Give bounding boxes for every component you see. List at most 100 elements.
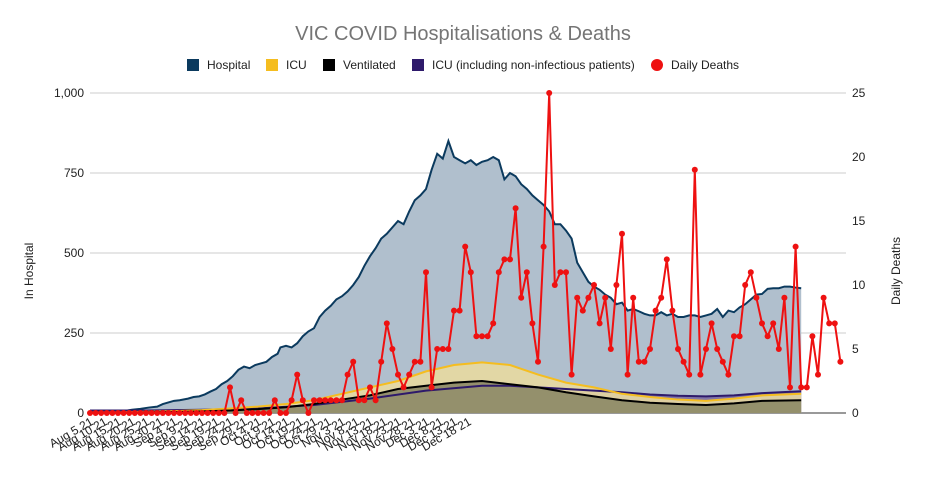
daily-deaths-point xyxy=(456,307,463,314)
daily-deaths-point xyxy=(232,410,239,416)
y-right-tick-4: 20 xyxy=(852,150,866,164)
daily-deaths-point xyxy=(473,333,480,340)
daily-deaths-point xyxy=(787,384,793,391)
daily-deaths-point xyxy=(434,346,441,352)
daily-deaths-point xyxy=(406,371,413,378)
legend-marker-2 xyxy=(323,59,335,71)
daily-deaths-point xyxy=(171,410,177,416)
daily-deaths-point xyxy=(350,358,357,365)
daily-deaths-point xyxy=(596,320,603,327)
daily-deaths-point xyxy=(221,410,228,416)
daily-deaths-point xyxy=(344,371,351,378)
daily-deaths-point xyxy=(703,346,709,352)
daily-deaths-point xyxy=(367,384,373,391)
daily-deaths-point xyxy=(327,397,334,404)
daily-deaths-point xyxy=(187,410,194,416)
daily-deaths-point xyxy=(389,346,396,352)
daily-deaths-point xyxy=(423,269,429,276)
daily-deaths-point xyxy=(154,410,161,416)
daily-deaths-point xyxy=(837,358,844,365)
y-right-tick-1: 5 xyxy=(852,342,859,356)
daily-deaths-point xyxy=(378,358,385,365)
daily-deaths-point xyxy=(383,320,390,327)
daily-deaths-point xyxy=(831,320,838,327)
daily-deaths-point xyxy=(87,410,93,416)
daily-deaths-point xyxy=(591,282,597,288)
legend-marker-3 xyxy=(412,59,424,71)
y-right-tick-0: 0 xyxy=(852,406,859,420)
daily-deaths-point xyxy=(299,397,306,404)
daily-deaths-point xyxy=(361,397,368,404)
daily-deaths-point xyxy=(355,397,362,404)
legend-label-1: ICU xyxy=(286,58,307,72)
ventilated-area xyxy=(90,381,802,413)
y-right-tick-2: 10 xyxy=(852,278,866,292)
daily-deaths-point xyxy=(490,320,497,327)
daily-deaths-point xyxy=(109,410,116,416)
daily-deaths-point xyxy=(647,346,653,352)
daily-deaths-point xyxy=(316,397,323,404)
daily-deaths-point xyxy=(725,371,732,378)
deaths-series xyxy=(87,90,844,417)
daily-deaths-point xyxy=(176,410,183,416)
daily-deaths-point xyxy=(271,397,278,404)
daily-deaths-point xyxy=(652,307,659,314)
daily-deaths-point xyxy=(193,410,200,416)
daily-deaths-point xyxy=(495,269,502,276)
daily-deaths-point xyxy=(680,358,687,365)
daily-deaths-point xyxy=(792,243,799,250)
daily-deaths-point xyxy=(126,410,133,416)
legend-marker-1 xyxy=(266,59,278,71)
daily-deaths-point xyxy=(243,410,250,416)
daily-deaths-point xyxy=(260,410,267,416)
y-left-tick-2: 500 xyxy=(64,246,84,260)
daily-deaths-point xyxy=(288,397,295,404)
daily-deaths-point xyxy=(467,269,474,276)
daily-deaths-point xyxy=(137,410,144,416)
daily-deaths-point xyxy=(518,294,525,301)
daily-deaths-point xyxy=(602,294,609,301)
daily-deaths-point xyxy=(277,410,284,416)
daily-deaths-point xyxy=(479,333,485,340)
daily-deaths-point xyxy=(411,358,418,365)
daily-deaths-point xyxy=(215,410,222,416)
daily-deaths-point xyxy=(826,320,833,327)
y-left-tick-3: 750 xyxy=(64,166,84,180)
daily-deaths-point xyxy=(630,294,637,301)
daily-deaths-point xyxy=(574,294,581,301)
daily-deaths-point xyxy=(551,282,558,288)
daily-deaths-point xyxy=(523,269,530,276)
y-left-tick-4: 1,000 xyxy=(54,86,84,100)
daily-deaths-point xyxy=(445,346,452,352)
daily-deaths-point xyxy=(238,397,245,404)
daily-deaths-point xyxy=(719,358,726,365)
daily-deaths-point xyxy=(182,410,189,416)
daily-deaths-point xyxy=(820,294,827,301)
daily-deaths-point xyxy=(770,320,777,327)
daily-deaths-point xyxy=(372,397,379,404)
daily-deaths-point xyxy=(557,269,564,276)
daily-deaths-point xyxy=(714,346,721,352)
daily-deaths-point xyxy=(227,384,233,391)
daily-deaths-point xyxy=(143,410,149,416)
daily-deaths-point xyxy=(546,90,553,96)
daily-deaths-point xyxy=(535,358,541,365)
daily-deaths-point xyxy=(815,371,821,378)
y-axis-left-title: In Hospital xyxy=(22,243,36,300)
daily-deaths-point xyxy=(708,320,715,327)
legend-label-0: Hospital xyxy=(207,58,250,72)
daily-deaths-point xyxy=(686,371,693,378)
daily-deaths-point xyxy=(400,384,407,391)
daily-deaths-point xyxy=(484,333,491,340)
legend-label-3: ICU (including non-infectious patients) xyxy=(432,58,635,72)
daily-deaths-point xyxy=(204,410,211,416)
daily-deaths-point xyxy=(764,333,771,340)
daily-deaths-point xyxy=(395,371,401,378)
legend-label-2: Ventilated xyxy=(343,58,396,72)
daily-deaths-point xyxy=(294,371,301,378)
icu-line xyxy=(90,361,802,414)
y-left-tick-0: 0 xyxy=(77,406,84,420)
daily-deaths-point xyxy=(742,282,749,288)
